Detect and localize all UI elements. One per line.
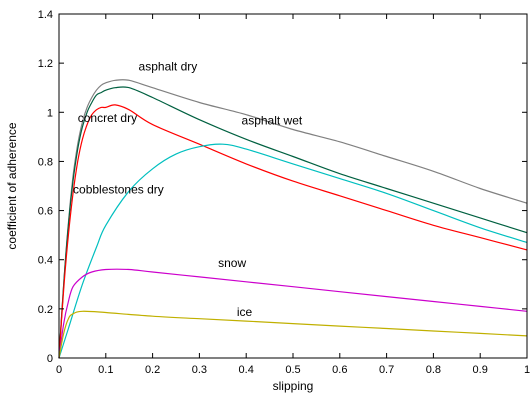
y-tick-label: 1: [47, 107, 53, 119]
y-axis: 0 0.2 0.4 0.6 0.8 1 1.2 1.4: [38, 9, 527, 365]
series-line-concret-dry: [58, 104, 528, 359]
series-label-concret-dry: concret dry: [78, 111, 137, 125]
x-tick-label: 0.3: [192, 364, 207, 376]
series-label-asphalt-dry: asphalt dry: [139, 60, 198, 74]
series-label-ice: ice: [237, 305, 253, 319]
x-tick-label: 0.8: [426, 364, 441, 376]
y-tick-label: 0.8: [38, 156, 53, 168]
series-label-cobblestones-dry: cobblestones dry: [73, 182, 164, 196]
x-tick-label: 0.9: [473, 364, 488, 376]
y-tick-label: 0: [47, 353, 53, 365]
x-tick-label: 0.5: [285, 364, 300, 376]
x-tick-label: 0.7: [379, 364, 394, 376]
x-axis: 0 0.1 0.2 0.3 0.4 0.5 0.6 0.7 0.8 0.9 1: [56, 14, 530, 376]
y-tick-label: 1.4: [38, 9, 53, 21]
series-label-snow: snow: [218, 256, 246, 270]
x-tick-label: 0.2: [145, 364, 160, 376]
x-tick-label: 0.6: [332, 364, 347, 376]
series-line-ice: [58, 310, 528, 359]
series-label-asphalt-wet: asphalt wet: [242, 114, 303, 128]
series-line-asphalt-wet: [58, 86, 528, 359]
y-tick-label: 1.2: [38, 58, 53, 70]
y-tick-label: 0.2: [38, 304, 53, 316]
series-line-snow: [58, 268, 528, 359]
x-tick-label: 0.4: [239, 364, 254, 376]
x-tick-label: 1: [524, 364, 530, 376]
x-tick-label: 0.1: [98, 364, 113, 376]
x-tick-label: 0: [56, 364, 62, 376]
y-tick-label: 0.4: [38, 255, 53, 267]
x-axis-label: slipping: [273, 379, 314, 393]
annotations-group: asphalt dry concret dry asphalt wet cobbles…: [73, 60, 303, 320]
y-axis-label: coefficient of adherence: [5, 122, 19, 250]
series-line-asphalt-dry: [58, 79, 528, 359]
y-tick-label: 0.6: [38, 206, 53, 218]
curves-group: [58, 79, 528, 359]
series-line-cobblestones-dry: [58, 143, 528, 359]
